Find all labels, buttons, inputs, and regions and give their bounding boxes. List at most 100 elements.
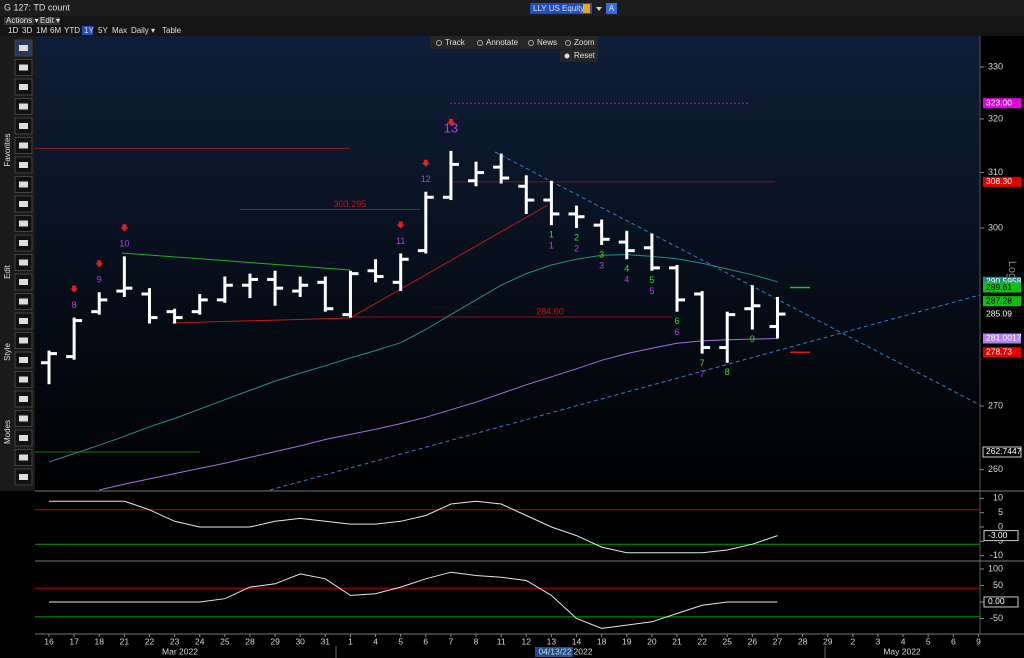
y-tick-label: 310 bbox=[988, 167, 1003, 177]
price-label-box bbox=[983, 176, 1021, 187]
range-button[interactable]: 1D bbox=[8, 26, 18, 35]
trendline bbox=[121, 252, 351, 271]
y-tick-label: 100 bbox=[988, 563, 1003, 573]
last-value: 0.00 bbox=[988, 596, 1005, 606]
last-value-box bbox=[983, 530, 1019, 542]
tool-button[interactable]: Track bbox=[445, 38, 466, 47]
buy-setup-count: 1 bbox=[549, 230, 554, 240]
x-tick-label: 29 bbox=[270, 636, 280, 646]
level-label: 303.295 bbox=[334, 199, 367, 209]
x-tick-label: 18 bbox=[95, 636, 105, 646]
reset-icon bbox=[564, 53, 570, 59]
buy-setup-count: 8 bbox=[725, 367, 730, 377]
sell-arrow bbox=[70, 285, 79, 293]
price-label: 278.73 bbox=[986, 346, 1012, 356]
x-tick-label: 1 bbox=[348, 636, 353, 646]
range-button[interactable]: 6M bbox=[50, 26, 61, 35]
x-tick-label: 31 bbox=[321, 636, 331, 646]
sell-arrow bbox=[421, 159, 430, 167]
buy-setup-count: 6 bbox=[674, 316, 679, 326]
sidebar-label: Edit bbox=[3, 264, 12, 279]
buy-setup-count: 5 bbox=[649, 275, 654, 285]
reset[interactable]: Reset bbox=[574, 51, 596, 60]
buy-setup-count: 2 bbox=[574, 232, 579, 242]
trendline bbox=[269, 294, 981, 491]
price-label-box bbox=[983, 282, 1021, 293]
price-label-box bbox=[983, 98, 1021, 109]
reset-button[interactable] bbox=[560, 50, 598, 62]
range-button[interactable]: 3D bbox=[22, 26, 32, 35]
x-tick-label: 24 bbox=[195, 636, 205, 646]
y-tick-label: -10 bbox=[990, 550, 1003, 560]
x-tick-label: 3 bbox=[876, 636, 881, 646]
range-button[interactable]: 1M bbox=[36, 26, 47, 35]
tool-icon bbox=[436, 40, 442, 46]
range-button[interactable]: Max bbox=[112, 26, 127, 35]
price-label: 308.30 bbox=[986, 176, 1012, 186]
x-tick-label: 29 bbox=[823, 636, 833, 646]
y-tick-label: 330 bbox=[988, 61, 1003, 71]
x-tick-label: 11 bbox=[497, 636, 506, 646]
buy-setup-count: 4 bbox=[624, 264, 629, 274]
sell-setup-count: 11 bbox=[396, 236, 405, 246]
x-tick-label: 30 bbox=[295, 636, 305, 646]
price-label: 287.28 bbox=[986, 295, 1012, 305]
badge[interactable]: A bbox=[609, 4, 615, 13]
y-tick-label: 300 bbox=[988, 222, 1003, 232]
range-button[interactable]: Table bbox=[162, 26, 182, 35]
buy-countdown-count: 2 bbox=[574, 243, 579, 253]
tool-glyph bbox=[19, 318, 28, 324]
trendline bbox=[494, 151, 981, 406]
security-box[interactable] bbox=[530, 3, 592, 14]
badge-box[interactable] bbox=[606, 3, 617, 14]
y-tick-label: 260 bbox=[988, 464, 1003, 474]
sell-setup-count: 12 bbox=[421, 174, 431, 184]
x-tick-label: 6 bbox=[423, 636, 428, 646]
range-button[interactable]: 5Y bbox=[98, 26, 108, 35]
dropdown-arrow[interactable] bbox=[596, 7, 602, 11]
tool-glyph bbox=[19, 357, 28, 363]
security[interactable]: LLY US Equity bbox=[533, 4, 584, 13]
menu-item[interactable]: Actions ▾ bbox=[6, 16, 38, 25]
tool-glyph bbox=[19, 220, 28, 227]
sidebar-label: Style bbox=[3, 343, 12, 361]
month-label: May 2022 bbox=[883, 646, 921, 656]
tool-glyph bbox=[19, 376, 28, 383]
scale-label: Log bbox=[1006, 261, 1018, 279]
title-bar bbox=[0, 0, 1024, 16]
tool-button[interactable]: Zoom bbox=[574, 38, 595, 47]
price-label-box bbox=[983, 276, 1021, 287]
buy-countdown-count: 1 bbox=[549, 241, 554, 251]
tool-button[interactable]: News bbox=[537, 38, 557, 47]
range-button[interactable]: Daily ▾ bbox=[131, 26, 155, 35]
x-tick-label: 26 bbox=[748, 636, 758, 646]
x-tick-label: 4 bbox=[373, 636, 378, 646]
trendline bbox=[349, 204, 549, 319]
range-button[interactable]: 1Y bbox=[84, 26, 94, 35]
sell-setup-count: 8 bbox=[72, 300, 77, 310]
menu-bar bbox=[0, 16, 1024, 36]
oscillator-line bbox=[49, 500, 778, 554]
window-title: G 127: TD count bbox=[4, 2, 70, 12]
tool-button[interactable]: Annotate bbox=[486, 38, 519, 47]
sell-setup-count: 13 bbox=[444, 120, 458, 135]
moving-average bbox=[48, 254, 778, 463]
menu-button[interactable] bbox=[4, 17, 34, 25]
menu-button[interactable] bbox=[38, 17, 60, 25]
range-button[interactable]: YTD bbox=[64, 26, 80, 35]
tool-glyph bbox=[19, 435, 28, 441]
month-label: 2022 bbox=[574, 646, 593, 656]
x-tick-label: 5 bbox=[926, 636, 931, 646]
last-value-box bbox=[983, 596, 1019, 608]
menu-item[interactable]: Edit ▾ bbox=[40, 16, 60, 25]
price-label-box bbox=[983, 309, 1021, 320]
range-active[interactable] bbox=[82, 26, 93, 35]
sell-arrow bbox=[446, 118, 455, 126]
tool-icon bbox=[565, 40, 571, 46]
tool-glyph bbox=[19, 162, 28, 168]
tool-icon bbox=[477, 40, 483, 46]
oscillator-line bbox=[49, 571, 778, 629]
x-tick-label: 8 bbox=[474, 636, 479, 646]
sidebar-label: Modes bbox=[3, 420, 12, 444]
tool-glyph bbox=[19, 142, 28, 149]
